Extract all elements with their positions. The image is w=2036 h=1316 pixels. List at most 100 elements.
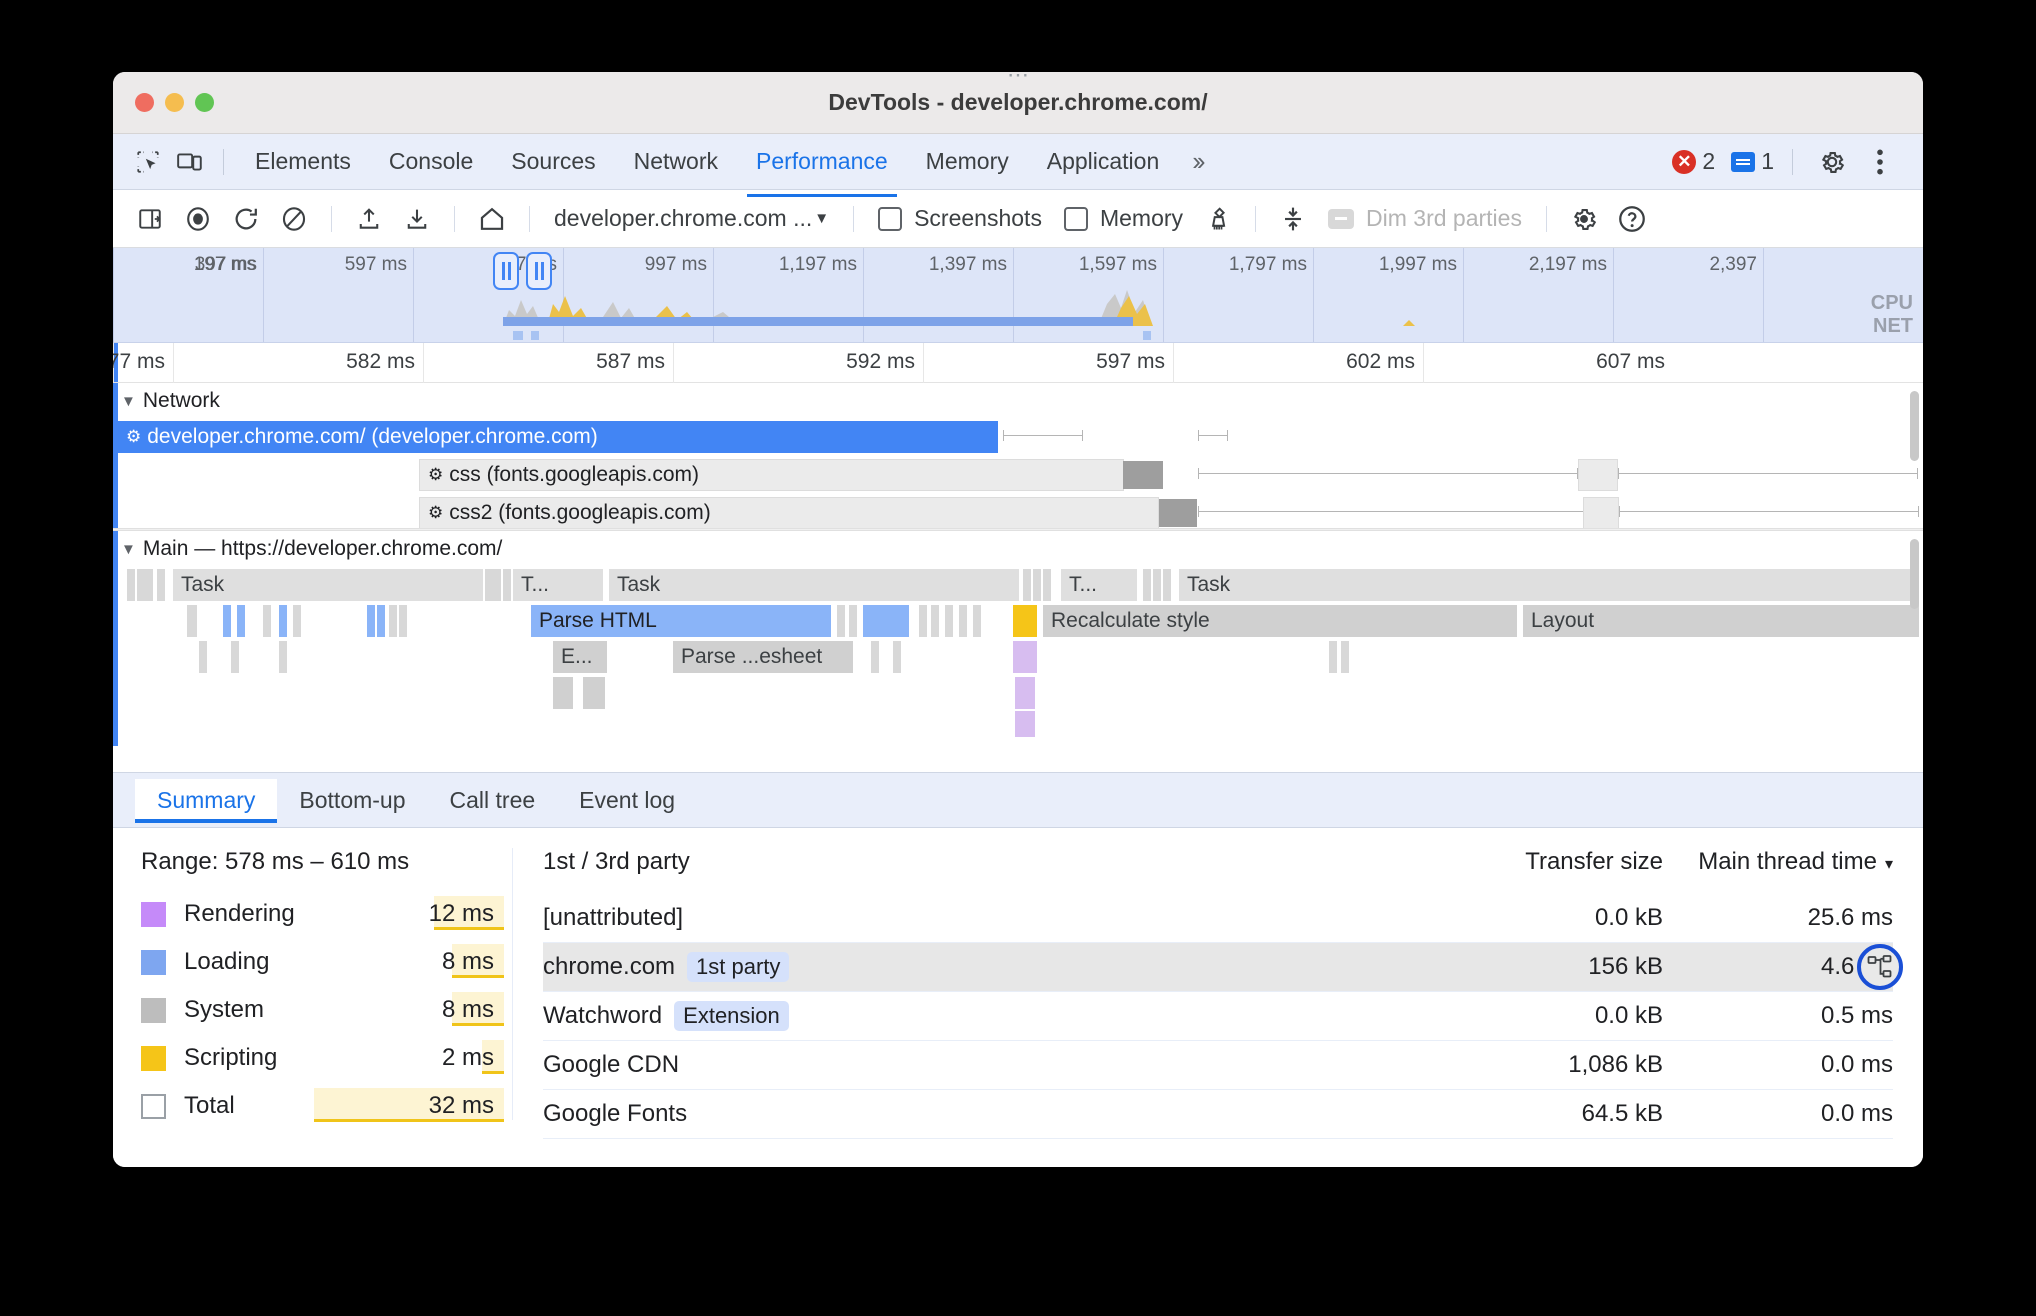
legend-row-scripting[interactable]: Scripting 2 ms [141,1034,512,1082]
flame-event-task[interactable]: T... [513,569,603,601]
network-track-scrollbar[interactable] [1910,391,1919,461]
message-icon [1731,151,1756,172]
column-header-main-thread-time[interactable]: Main thread time ▾ [1698,848,1893,875]
tab-memory[interactable]: Memory [925,148,1009,174]
load-profile-icon[interactable] [346,197,392,241]
table-row[interactable]: Google Fonts 64.5 kB 0.0 ms [543,1090,1893,1139]
legend-row-rendering[interactable]: Rendering 12 ms [141,890,512,938]
message-count-badge[interactable]: 1 [1731,148,1774,175]
error-count-badge[interactable]: ✕ 2 [1672,148,1715,175]
network-row[interactable]: ⚙ css (fonts.googleapis.com) [113,457,1923,495]
party-name: chrome.com [543,953,676,980]
transfer-size: 0.0 kB [1594,904,1663,931]
devtools-tab-bar: Elements Console Sources Network Perform… [113,134,1923,197]
flame-event-parse-html[interactable]: Parse HTML [531,605,831,637]
flame-row-0: Task T... Task T... Task [113,569,1923,603]
main-thread-track[interactable]: ▼ Main — https://developer.chrome.com/ T… [113,531,1923,746]
flame-event-task[interactable]: Task [609,569,1019,601]
flame-event-task[interactable]: Task [173,569,483,601]
flame-event-parse-stylesheet[interactable]: Parse ...esheet [673,641,853,673]
performance-toolbar: developer.chrome.com ... ▼ Screenshots M… [113,190,1923,248]
legend-row-system[interactable]: System 8 ms [141,986,512,1034]
network-request-bar-tail[interactable] [1583,497,1619,528]
network-row[interactable]: ⚙ css2 (fonts.googleapis.com) [113,495,1923,528]
table-row[interactable]: Google CDN 1,086 kB 0.0 ms [543,1041,1893,1090]
party-badge: 1st party [687,952,790,982]
timeline-overview[interactable]: 197 ms 397 ms 597 ms 797 ms 997 ms 1,197… [113,248,1923,343]
save-profile-icon[interactable] [394,197,440,241]
tab-sources[interactable]: Sources [511,148,596,174]
request-gear-icon: ⚙ [126,427,142,446]
dim-third-parties-toggle[interactable]: Dim 3rd parties [1318,205,1532,232]
record-button[interactable] [175,197,221,241]
flame-event-rendering[interactable] [1013,641,1037,673]
legend-row-loading[interactable]: Loading 8 ms [141,938,512,986]
maximize-window-button[interactable] [195,93,214,112]
settings-gear-icon[interactable] [1811,141,1853,183]
flame-event-blue[interactable] [863,605,909,637]
flame-event-rendering[interactable] [1015,711,1035,737]
track-resizer[interactable]: ⋯ [113,72,1923,531]
flame-event-task[interactable]: T... [1061,569,1137,601]
flame-event-rendering[interactable] [1015,677,1035,709]
table-row[interactable]: chrome.com 1st party 156 kB 4.6 ms [543,943,1903,992]
home-icon[interactable] [469,197,515,241]
screenshots-checkbox[interactable]: Screenshots [868,205,1052,232]
network-track-header[interactable]: ▼ Network [113,383,1923,419]
flame-event-layout[interactable]: Layout [1523,605,1919,637]
flame-event-scripting[interactable] [1013,605,1037,637]
third-party-table: 1st / 3rd party Transfer size Main threa… [513,848,1923,1139]
tab-network[interactable]: Network [633,148,718,174]
main-track-scrollbar[interactable] [1910,539,1919,609]
network-request-bar[interactable]: ⚙ css2 (fonts.googleapis.com) [419,497,1159,528]
tab-call-tree[interactable]: Call tree [449,786,536,813]
table-row[interactable]: Watchword Extension 0.0 kB 0.5 ms [543,992,1893,1041]
help-icon[interactable] [1609,197,1655,241]
more-options-kebab-icon[interactable] [1859,141,1901,183]
toggle-sidebar-icon[interactable] [127,197,173,241]
origin-select[interactable]: developer.chrome.com ... ▼ [544,205,839,232]
overview-selection-end-handle[interactable] [526,252,552,290]
party-name: Watchword [543,1002,663,1029]
network-request-bar-tail[interactable] [1578,459,1618,491]
title-bar: DevTools - developer.chrome.com/ [113,72,1923,134]
show-in-tree-button[interactable] [1857,944,1903,990]
legend-label: Total [184,1092,235,1119]
flame-event-e[interactable]: E... [553,641,607,673]
memory-checkbox[interactable]: Memory [1054,205,1193,232]
tab-application[interactable]: Application [1046,148,1160,174]
network-request-label: css (fonts.googleapis.com) [449,463,700,486]
perf-divider-5 [1255,205,1257,232]
close-window-button[interactable] [135,93,154,112]
record-and-reload-button[interactable] [223,197,269,241]
track-resizer-handle[interactable]: ⋯ [1007,72,1029,87]
memory-checkbox-box [1063,206,1088,231]
main-track-header[interactable]: ▼ Main — https://developer.chrome.com/ [113,531,1923,567]
more-tabs-icon[interactable]: ›› [1192,146,1205,176]
network-row[interactable]: ⚙ developer.chrome.com/ (developer.chrom… [113,419,1923,457]
main-thread-time: 0.0 ms [1820,1051,1893,1078]
collect-garbage-icon[interactable] [1195,197,1241,241]
network-track[interactable]: ▼ Network ⚙ developer.chrome.com/ (devel… [113,383,1923,528]
minimize-window-button[interactable] [165,93,184,112]
column-header-party[interactable]: 1st / 3rd party [543,848,690,875]
flame-event-task[interactable]: Task [1179,569,1919,601]
collapse-tracks-icon[interactable] [1270,197,1316,241]
tab-summary[interactable]: Summary [135,778,278,823]
tab-performance[interactable]: Performance [737,142,907,197]
capture-settings-gear-icon[interactable] [1561,197,1607,241]
network-request-bar[interactable]: ⚙ css (fonts.googleapis.com) [419,459,1124,491]
table-row[interactable]: [unattributed] 0.0 kB 25.6 ms [543,894,1893,943]
tab-elements[interactable]: Elements [255,148,351,174]
tab-event-log[interactable]: Event log [579,786,676,813]
column-header-transfer-size[interactable]: Transfer size [1525,848,1663,875]
tab-bottom-up[interactable]: Bottom-up [299,786,406,813]
tab-console[interactable]: Console [388,148,474,174]
overview-selection-start-handle[interactable] [493,252,519,290]
clear-recording-button[interactable] [271,197,317,241]
inspect-element-icon[interactable] [127,141,169,183]
flame-event-recalculate-style[interactable]: Recalculate style [1043,605,1517,637]
device-toolbar-icon[interactable] [169,141,211,183]
network-request-bar[interactable]: ⚙ developer.chrome.com/ (developer.chrom… [118,421,998,453]
legend-value: 8 ms [441,996,494,1023]
